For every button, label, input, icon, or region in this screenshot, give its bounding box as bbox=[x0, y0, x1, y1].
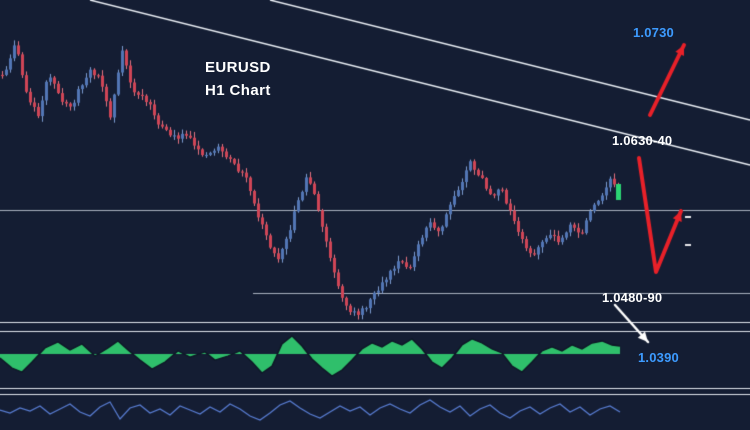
resistance-zone-label[interactable]: 1.0630-40 bbox=[612, 133, 673, 148]
support-zone-label[interactable]: 1.0480-90 bbox=[602, 290, 663, 305]
target-low-label[interactable]: 1.0390 bbox=[638, 350, 679, 365]
chart-title: EURUSD H1 Chart bbox=[205, 56, 271, 102]
timeframe-label: H1 Chart bbox=[205, 82, 271, 99]
target-high-label[interactable]: 1.0730 bbox=[633, 25, 674, 40]
symbol-label: EURUSD bbox=[205, 59, 271, 76]
